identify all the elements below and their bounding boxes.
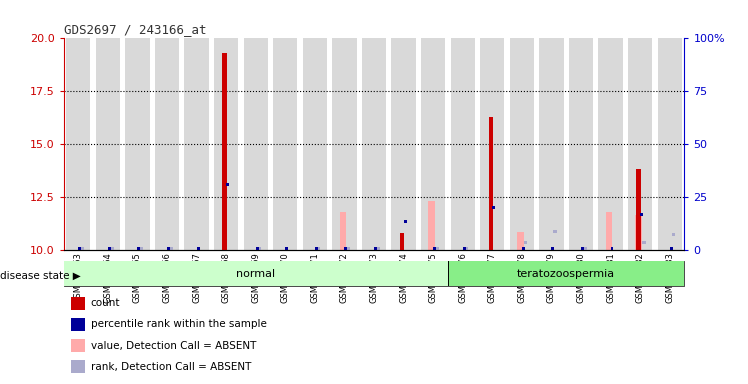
Bar [317, 247, 320, 250]
Bar [110, 247, 114, 250]
Text: value, Detection Call = ABSENT: value, Detection Call = ABSENT [91, 341, 256, 351]
Bar [522, 247, 525, 250]
Bar [524, 241, 527, 244]
Bar [96, 38, 120, 250]
Bar [610, 247, 613, 250]
Bar [517, 232, 524, 250]
Bar [551, 247, 554, 250]
Bar [435, 247, 439, 250]
Bar [628, 38, 652, 250]
Text: count: count [91, 298, 120, 308]
Text: teratozoospermia: teratozoospermia [517, 268, 615, 279]
Bar [635, 215, 642, 250]
Bar [108, 247, 111, 250]
Bar [258, 247, 261, 250]
Bar [554, 230, 557, 233]
Bar [81, 247, 84, 250]
Text: GDS2697 / 243166_at: GDS2697 / 243166_at [64, 23, 206, 36]
Bar [332, 38, 357, 250]
Bar [463, 247, 466, 250]
Bar [344, 247, 347, 250]
Bar [637, 169, 641, 250]
Bar [488, 117, 493, 250]
Bar [598, 38, 622, 250]
Bar [169, 247, 173, 250]
Bar [433, 247, 436, 250]
Bar [138, 247, 141, 250]
Bar [492, 206, 495, 209]
Bar [140, 247, 143, 250]
Bar [79, 247, 82, 250]
Text: normal: normal [236, 268, 275, 279]
Bar [64, 261, 448, 286]
Text: rank, Detection Call = ABSENT: rank, Detection Call = ABSENT [91, 362, 251, 372]
Bar [374, 247, 377, 250]
Bar [226, 182, 229, 186]
Bar [67, 38, 91, 250]
Bar [465, 247, 468, 250]
Bar [126, 38, 150, 250]
Text: disease state ▶: disease state ▶ [0, 271, 81, 281]
Bar [256, 247, 259, 250]
Bar [222, 53, 227, 250]
Bar [642, 241, 646, 244]
Bar [583, 247, 586, 250]
Bar [340, 212, 346, 250]
Bar [672, 233, 675, 237]
Bar [167, 247, 170, 250]
Bar [480, 38, 504, 250]
Bar [315, 247, 318, 250]
Bar [448, 261, 684, 286]
Bar [346, 247, 350, 250]
Bar [581, 247, 584, 250]
Bar [273, 38, 298, 250]
Bar [185, 38, 209, 250]
Bar [568, 38, 593, 250]
Bar [404, 220, 406, 223]
Bar [197, 247, 200, 250]
Bar [391, 38, 416, 250]
Bar [539, 38, 563, 250]
Bar [657, 38, 681, 250]
Bar [421, 38, 445, 250]
Bar [429, 201, 435, 250]
Bar [640, 213, 643, 216]
Bar [376, 247, 380, 250]
Bar [400, 233, 405, 250]
Bar [362, 38, 386, 250]
Bar [450, 38, 475, 250]
Bar [606, 212, 613, 250]
Bar [669, 247, 672, 250]
Text: percentile rank within the sample: percentile rank within the sample [91, 319, 266, 329]
Bar [244, 38, 268, 250]
Bar [509, 38, 534, 250]
Bar [214, 38, 239, 250]
Bar [285, 247, 288, 250]
Bar [155, 38, 180, 250]
Bar [303, 38, 327, 250]
